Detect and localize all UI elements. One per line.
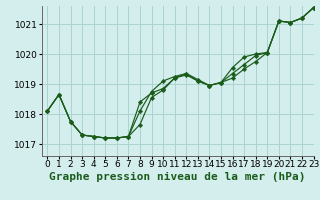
- X-axis label: Graphe pression niveau de la mer (hPa): Graphe pression niveau de la mer (hPa): [49, 172, 306, 182]
